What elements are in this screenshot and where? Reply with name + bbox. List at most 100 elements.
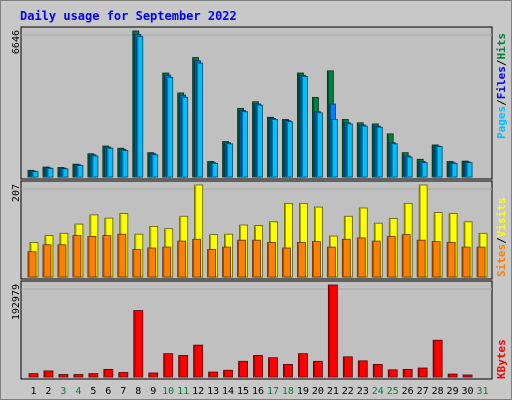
- kbytes-bar: [88, 373, 99, 378]
- kbytes-bar: [118, 372, 129, 378]
- day-label: 21: [327, 386, 339, 397]
- day-label: 11: [177, 386, 189, 397]
- kbytes-bar: [208, 371, 219, 378]
- kbytes-bar: [193, 344, 204, 378]
- kbytes-bar: [417, 367, 428, 378]
- legend-entry: /: [495, 237, 508, 244]
- pages-bar: [61, 168, 69, 178]
- sites-bar: [252, 239, 261, 278]
- sites-bar: [57, 244, 67, 278]
- series-legend: KBytes: [495, 339, 508, 379]
- kbytes-bar: [58, 374, 69, 378]
- sites-bar: [297, 242, 306, 278]
- day-label: 22: [342, 386, 354, 397]
- day-label: 17: [267, 386, 279, 397]
- pages-bar: [286, 121, 293, 178]
- sites-bar: [237, 239, 246, 278]
- day-label: 3: [60, 386, 66, 397]
- kbytes-bar: [28, 373, 39, 378]
- pages-bar: [256, 104, 263, 178]
- pages-bar: [211, 162, 219, 178]
- pages-bar: [330, 119, 338, 178]
- pages-bar: [345, 123, 353, 178]
- sites-bar: [476, 246, 486, 278]
- day-label: 13: [207, 386, 219, 397]
- legend-entry: Pages: [495, 106, 508, 139]
- day-label: 10: [162, 386, 174, 397]
- pages-bar: [151, 154, 159, 178]
- kbytes-bar: [312, 360, 323, 378]
- kbytes-bar: [178, 355, 189, 378]
- sites-bar: [117, 233, 127, 278]
- sites-bar: [177, 240, 187, 278]
- series-legend: Pages/Files/Hits: [495, 33, 508, 139]
- sites-bar: [371, 240, 381, 278]
- y-max-label: 207: [11, 184, 22, 202]
- day-label: 2: [45, 386, 51, 397]
- pages-bar: [91, 155, 99, 178]
- kbytes-bar: [133, 310, 144, 378]
- pages-bar: [181, 96, 189, 178]
- pages-bar: [301, 75, 308, 178]
- sites-bar: [27, 251, 37, 278]
- legend-entry: KBytes: [495, 339, 508, 379]
- kbytes-bar: [73, 374, 84, 378]
- day-label: 19: [297, 386, 309, 397]
- pages-bar: [241, 111, 248, 178]
- series-legend: Sites/Visits: [495, 198, 508, 278]
- day-label: 1: [30, 386, 36, 397]
- sites-bar: [431, 241, 441, 278]
- pages-bar: [405, 156, 413, 178]
- sites-bar: [282, 247, 291, 278]
- legend-entry: Hits: [495, 33, 508, 60]
- kbytes-bar: [238, 360, 248, 378]
- pages-bar: [46, 167, 54, 178]
- kbytes-bar: [447, 373, 458, 378]
- kbytes-bar: [103, 368, 114, 378]
- day-label: 24: [372, 386, 384, 397]
- sites-bar: [207, 248, 217, 278]
- day-label: 23: [357, 386, 369, 397]
- pages-bar: [450, 162, 458, 178]
- pages-bar: [76, 165, 84, 178]
- day-label: 28: [432, 386, 444, 397]
- day-label: 6: [105, 386, 111, 397]
- sites-bar: [326, 246, 336, 278]
- day-label: 16: [252, 386, 264, 397]
- pages-bar: [271, 119, 278, 178]
- sites-bar: [72, 235, 82, 278]
- sites-bar: [267, 242, 276, 278]
- pages-bar: [375, 126, 383, 178]
- kbytes-bar: [462, 374, 473, 378]
- sites-bar: [147, 247, 157, 278]
- chart-title: Daily usage for September 2022: [20, 9, 237, 23]
- legend-entry: /: [495, 59, 508, 66]
- legend-entry: Files: [495, 66, 508, 99]
- day-label: 9: [150, 386, 156, 397]
- day-label: 31: [476, 386, 488, 397]
- sites-bar: [102, 235, 112, 278]
- day-label: 15: [237, 386, 249, 397]
- day-label: 8: [135, 386, 141, 397]
- kbytes-panel: [20, 280, 493, 380]
- sites-bar: [446, 242, 456, 278]
- pages-bar: [315, 112, 323, 178]
- pages-bar: [31, 171, 39, 178]
- pages-bar: [121, 150, 129, 178]
- pages-bar: [465, 162, 473, 178]
- sites-bar: [461, 246, 471, 278]
- kbytes-bar: [402, 368, 413, 378]
- kbytes-bar: [283, 364, 293, 378]
- sites-bar: [162, 246, 172, 278]
- kbytes-bar: [163, 353, 174, 378]
- legend-entry: /: [495, 99, 508, 106]
- kbytes-bar: [342, 356, 353, 378]
- sites-bar: [42, 244, 52, 278]
- pages-bar: [226, 143, 233, 178]
- sites-bar: [311, 241, 321, 278]
- sites-bar: [341, 238, 351, 278]
- day-label: 4: [75, 386, 81, 397]
- sites-bar: [87, 236, 97, 278]
- day-label: 12: [192, 386, 204, 397]
- kbytes-bar: [327, 284, 338, 378]
